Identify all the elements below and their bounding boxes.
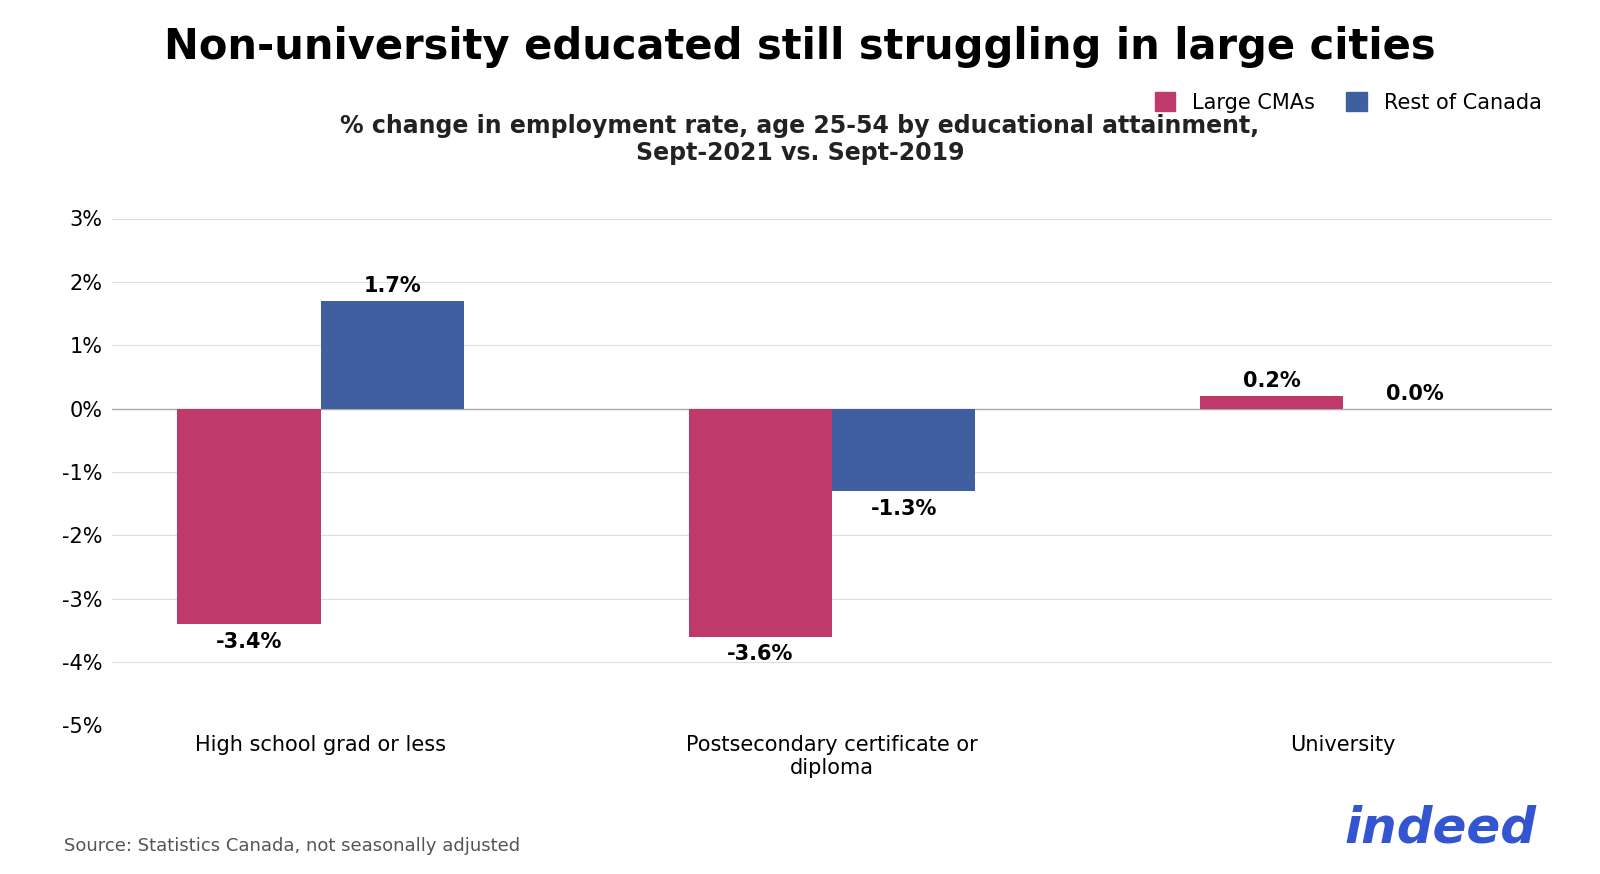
Text: Source: Statistics Canada, not seasonally adjusted: Source: Statistics Canada, not seasonall…	[64, 836, 520, 855]
Text: indeed: indeed	[1344, 804, 1536, 852]
Text: 1.7%: 1.7%	[363, 276, 421, 295]
Text: Non-university educated still struggling in large cities: Non-university educated still struggling…	[165, 26, 1435, 68]
Text: % change in employment rate, age 25-54 by educational attainment,
Sept-2021 vs. : % change in employment rate, age 25-54 b…	[341, 114, 1259, 165]
Bar	[832, 408, 974, 491]
Text: -3.4%: -3.4%	[216, 632, 282, 652]
Bar	[690, 408, 832, 636]
Text: -3.6%: -3.6%	[728, 644, 794, 664]
Text: 0.0%: 0.0%	[1386, 384, 1443, 404]
Bar	[320, 301, 464, 408]
Text: 0.2%: 0.2%	[1243, 371, 1301, 391]
Bar	[1200, 396, 1344, 408]
Text: -1.3%: -1.3%	[870, 498, 936, 518]
Bar	[178, 408, 320, 624]
Legend: Large CMAs, Rest of Canada: Large CMAs, Rest of Canada	[1155, 92, 1541, 113]
